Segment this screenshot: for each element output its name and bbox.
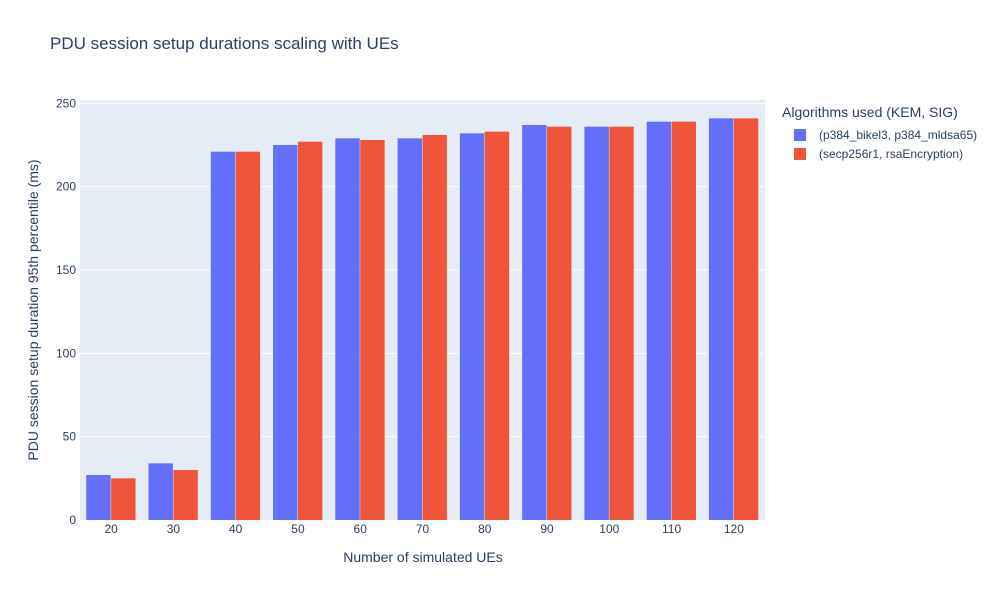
legend-item-series-2[interactable]: (secp256r1, rsaEncryption) — [782, 144, 977, 163]
bar-series-1-80[interactable] — [459, 133, 485, 521]
y-axis-ticks: 0 50 100 150 200 250 — [56, 96, 76, 527]
chart-title: PDU session setup durations scaling with… — [50, 34, 399, 53]
legend-swatch-series-2 — [794, 147, 806, 160]
x-tick-label: 80 — [478, 522, 492, 536]
x-tick-label: 90 — [540, 522, 554, 536]
bar-series-1-120[interactable] — [708, 118, 734, 520]
x-tick-label: 20 — [104, 522, 118, 536]
x-axis-ticks: 20 30 40 50 60 70 80 90 100 110 120 — [104, 522, 744, 536]
bar-series-2-70[interactable] — [422, 135, 447, 520]
x-tick-label: 120 — [724, 522, 744, 536]
x-tick-label: 40 — [229, 522, 243, 536]
bar-series-1-90[interactable] — [522, 125, 547, 520]
bar-series-1-60[interactable] — [335, 138, 360, 521]
bar-series-2-110[interactable] — [671, 121, 696, 521]
y-tick-label: 200 — [56, 180, 76, 194]
x-tick-label: 60 — [354, 522, 368, 536]
bar-series-1-40[interactable] — [210, 151, 236, 520]
legend-item-series-1[interactable]: (p384_bikel3, p384_mldsa65) — [782, 125, 977, 144]
y-tick-label: 50 — [63, 430, 77, 444]
legend-label-series-1: (p384_bikel3, p384_mldsa65) — [819, 127, 978, 142]
x-tick-label: 110 — [662, 522, 681, 536]
y-tick-label: 100 — [56, 346, 76, 360]
bar-series-2-90[interactable] — [547, 126, 572, 521]
x-tick-label: 70 — [416, 522, 430, 536]
bar-series-1-110[interactable] — [646, 121, 672, 521]
bar-series-2-20[interactable] — [111, 478, 136, 520]
bar-series-1-30[interactable] — [148, 463, 173, 520]
legend-label-series-2: (secp256r1, rsaEncryption) — [819, 146, 964, 161]
legend-title: Algorithms used (KEM, SIG) — [782, 104, 958, 120]
bar-series-2-40[interactable] — [235, 151, 261, 520]
bar-series-1-70[interactable] — [397, 138, 422, 521]
bar-series-1-50[interactable] — [273, 145, 298, 520]
bars — [86, 118, 759, 521]
bar-series-2-50[interactable] — [297, 141, 323, 520]
bar-series-1-100[interactable] — [584, 126, 609, 521]
bar-series-2-100[interactable] — [609, 126, 634, 521]
x-tick-label: 30 — [167, 522, 181, 536]
bar-series-2-30[interactable] — [173, 470, 198, 520]
bar-series-2-80[interactable] — [484, 131, 510, 520]
y-tick-label: 150 — [56, 263, 76, 277]
bar-series-2-120[interactable] — [733, 118, 759, 520]
x-tick-label: 100 — [599, 522, 619, 536]
x-tick-label: 50 — [291, 522, 305, 536]
legend-swatch-series-1 — [794, 128, 806, 141]
y-tick-label: 250 — [56, 96, 76, 110]
bar-series-1-20[interactable] — [86, 475, 111, 520]
legend: Algorithms used (KEM, SIG) (p384_bikel3,… — [782, 104, 977, 163]
bar-series-2-60[interactable] — [360, 140, 385, 520]
y-tick-label: 0 — [69, 513, 76, 527]
y-axis-label: PDU session setup duration 95th percenti… — [25, 159, 41, 460]
x-axis-label: Number of simulated UEs — [343, 549, 503, 565]
